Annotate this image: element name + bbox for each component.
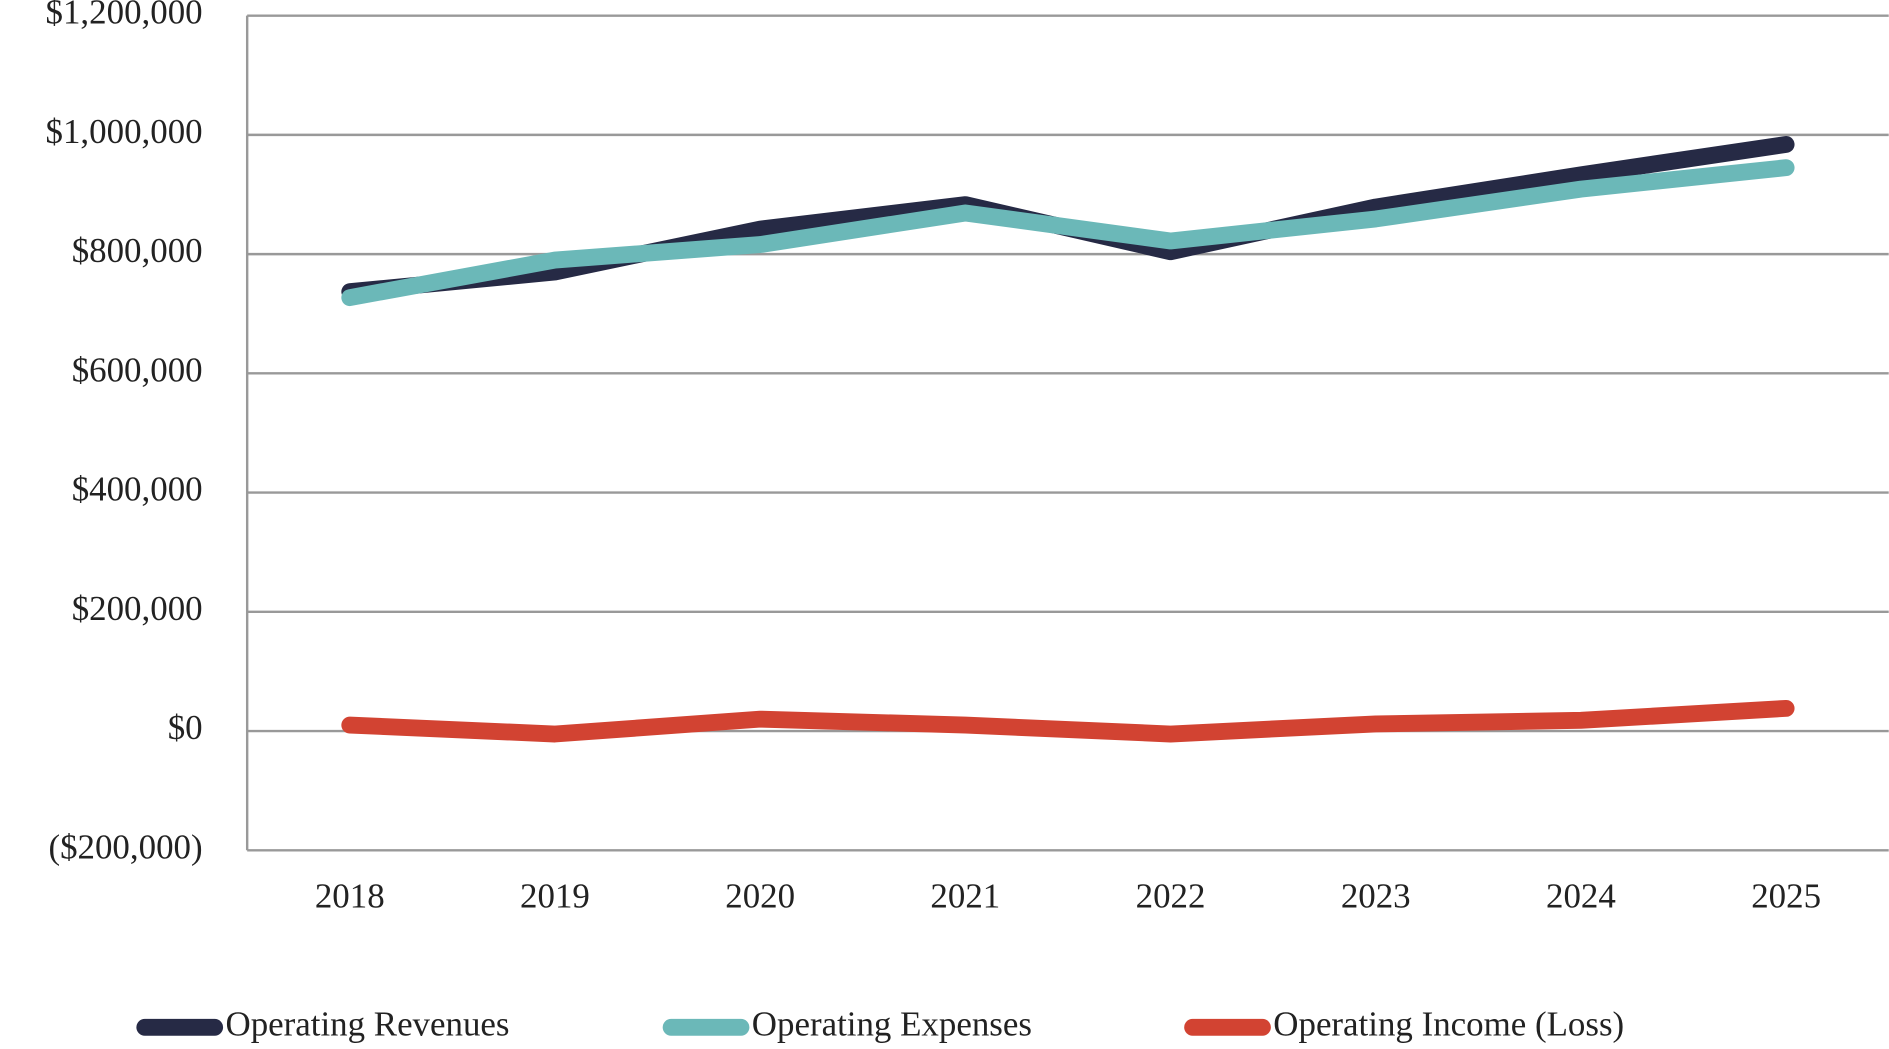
y-tick-label: $200,000 [72,589,203,628]
y-tick-label: $1,200,000 [46,0,203,32]
x-tick-label: 2023 [1341,877,1411,916]
x-tick-label: 2020 [725,877,795,916]
y-tick-label: $1,000,000 [46,112,203,151]
legend-label: Operating Income (Loss) [1273,1004,1624,1043]
y-tick-label: $800,000 [72,231,203,270]
series-line [341,699,1795,743]
y-tick-label: $400,000 [72,470,203,509]
x-tick-label: 2022 [1136,877,1206,916]
x-tick-label: 2024 [1546,877,1616,916]
x-tick-label: 2021 [930,877,1000,916]
legend-label: Operating Expenses [752,1004,1032,1043]
x-tick-label: 2019 [520,877,590,916]
x-tick-label: 2025 [1751,877,1821,916]
x-tick-label: 2018 [315,877,385,916]
y-tick-label: $600,000 [72,350,203,389]
series-line [341,159,1795,307]
y-tick-label: $0 [168,708,203,747]
series-line [341,135,1795,301]
legend-label: Operating Revenues [225,1004,509,1043]
y-tick-label: ($200,000) [48,827,202,866]
